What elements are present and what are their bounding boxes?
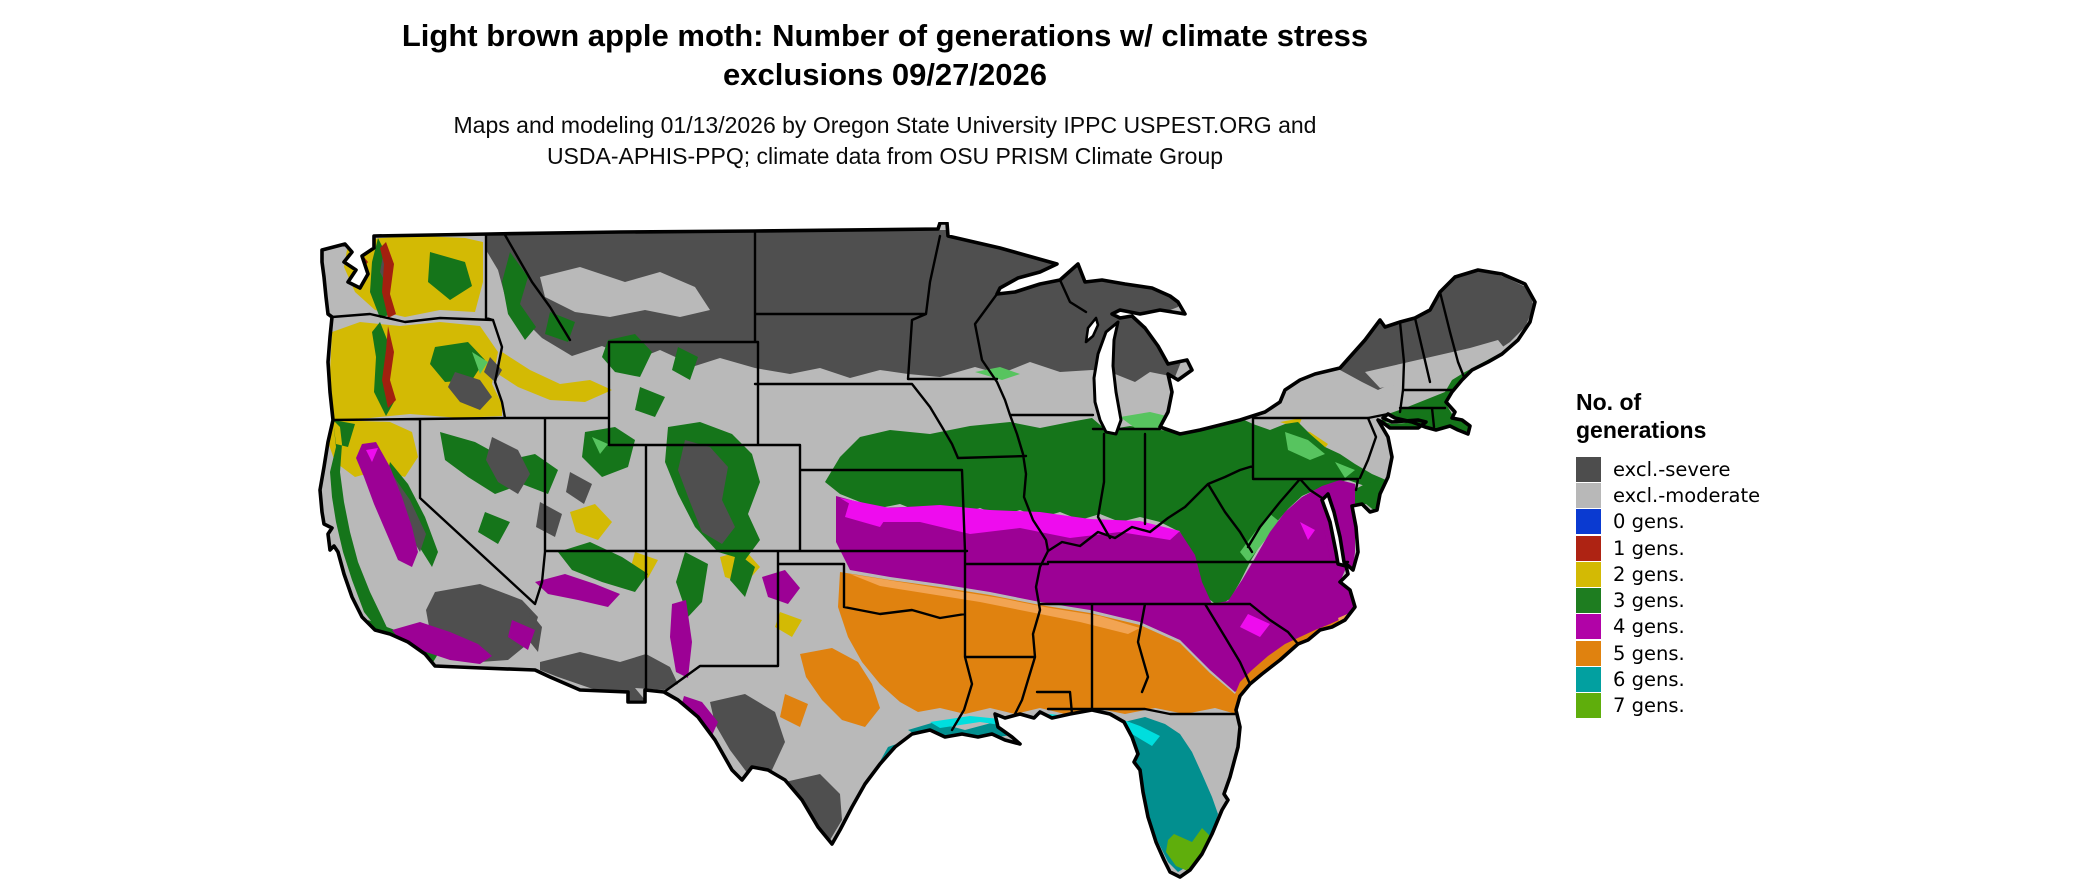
legend-label: excl.-moderate	[1613, 483, 1761, 507]
subtitle-line-2: USDA-APHIS-PPQ; climate data from OSU PR…	[546, 143, 1224, 169]
map-canvas	[318, 221, 1537, 879]
region-3gens-wyoming	[602, 334, 698, 417]
legend-label: 7 gens.	[1613, 694, 1685, 718]
map-subtitle: Maps and modeling 01/13/2026 by Oregon S…	[0, 110, 1770, 172]
legend-label: 1 gens.	[1613, 536, 1685, 560]
region-excl-severe-south-texas	[785, 774, 842, 840]
legend-item-5-gens-: 5 gens.	[1576, 640, 1816, 666]
legend-item-7-gens-: 7 gens.	[1576, 693, 1816, 719]
region-3gens-nevada	[440, 432, 558, 544]
map-title: Light brown apple moth: Number of genera…	[0, 16, 1770, 94]
region-2gens-snake-plain	[498, 352, 612, 402]
legend-item-3-gens-: 3 gens.	[1576, 587, 1816, 614]
legend-swatch	[1576, 509, 1601, 535]
legend-item-0-gens-: 0 gens.	[1576, 509, 1816, 535]
legend-swatch	[1576, 482, 1601, 508]
state-borders	[330, 229, 1466, 732]
green-bay	[1084, 316, 1100, 344]
legend-item-4-gens-: 4 gens.	[1576, 614, 1816, 640]
title-line-1: Light brown apple moth: Number of genera…	[401, 18, 1369, 53]
legend-swatch	[1576, 588, 1601, 614]
region-5gens-central-texas	[780, 648, 880, 727]
legend: No. of generations excl.-severe excl.-mod…	[1576, 388, 1816, 719]
legend-label: 3 gens.	[1613, 589, 1685, 613]
region-4gens-central-valley	[356, 442, 418, 567]
region-excl-severe-great-basin	[380, 250, 592, 537]
legend-swatch	[1576, 693, 1601, 719]
legend-title-line-1: No. of	[1576, 389, 1642, 415]
subtitle-line-1: Maps and modeling 01/13/2026 by Oregon S…	[453, 112, 1317, 138]
region-4gens-arizona	[508, 574, 620, 650]
us-generations-map	[240, 221, 1570, 892]
patch-moderate-montana	[540, 267, 710, 317]
legend-item-6-gens-: 6 gens.	[1576, 666, 1816, 693]
legend-label: 2 gens.	[1613, 562, 1685, 586]
region-3gens-az-nm	[558, 542, 755, 617]
title-line-2: exclusions 09/27/2026	[722, 57, 1047, 92]
legend-title: No. of generations	[1576, 388, 1816, 444]
legend-label: 4 gens.	[1613, 615, 1685, 639]
region-excl-severe-west-texas	[710, 694, 785, 774]
legend-swatch	[1576, 640, 1601, 666]
region-3gens-cascades-or	[372, 322, 485, 416]
legend-label: excl.-severe	[1613, 457, 1731, 481]
legend-label: 6 gens.	[1613, 668, 1685, 692]
region-florida-keys	[1155, 874, 1193, 877]
region-6gens-florida	[1124, 717, 1218, 872]
accent-5gens-light	[850, 574, 1355, 634]
legend-title-line-2: generations	[1576, 417, 1707, 443]
region-excl-severe-north	[486, 230, 1185, 382]
legend-swatch	[1576, 561, 1601, 587]
region-3gens-cascades-wa	[370, 238, 472, 318]
region-excl-severe-colorado-core	[678, 440, 735, 544]
legend-label: 5 gens.	[1613, 641, 1685, 665]
legend-swatch	[1576, 456, 1601, 482]
region-1gens-cascades	[360, 242, 396, 408]
raster-layers	[320, 223, 1535, 877]
legend-item-excl-moderate: excl.-moderate	[1576, 482, 1816, 508]
region-3gens-ca-coast	[330, 420, 438, 634]
legend-label: 0 gens.	[1613, 510, 1685, 534]
region-4gens-new-mexico	[670, 570, 800, 740]
legend-item-excl-severe: excl.-severe	[1576, 456, 1816, 482]
region-excl-severe-az-nm-south	[526, 612, 678, 700]
region-excl-severe-northeast	[1320, 270, 1534, 390]
patch-moderate-newengland	[1365, 340, 1506, 388]
region-4gens-socal	[392, 622, 492, 664]
region-5gens-deep-south	[838, 572, 1358, 714]
legend-items: excl.-severe excl.-moderate 0 gens. 1 gens.…	[1576, 456, 1816, 719]
legend-item-2-gens-: 2 gens.	[1576, 561, 1816, 587]
legend-item-1-gens-: 1 gens.	[1576, 535, 1816, 561]
lake-michigan	[1084, 316, 1123, 436]
legend-swatch	[1576, 614, 1601, 640]
legend-swatch	[1576, 667, 1601, 693]
legend-swatch	[1576, 535, 1601, 561]
